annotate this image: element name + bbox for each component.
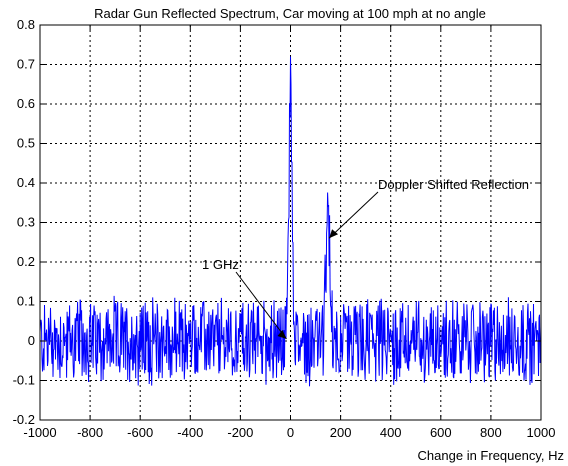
annotation-arrowhead-doppler xyxy=(329,229,339,239)
annotation-doppler: Doppler Shifted Reflection xyxy=(378,177,529,192)
y-tick-label: 0.5 xyxy=(17,136,35,151)
x-tick-label: -400 xyxy=(177,425,203,440)
x-tick-label: 600 xyxy=(430,425,452,440)
y-tick-label: -0.2 xyxy=(13,412,35,427)
x-tick-label: 200 xyxy=(330,425,352,440)
y-tick-label: -0.1 xyxy=(13,373,35,388)
y-tick-labels: -0.2 -0.1 0 0.1 0.2 0.3 0.4 0.5 0.6 0.7 0.8 xyxy=(13,17,35,427)
chart-title: Radar Gun Reflected Spectrum, Car moving… xyxy=(94,6,486,21)
x-tick-label: -200 xyxy=(227,425,253,440)
x-tick-label: 1000 xyxy=(527,425,556,440)
y-tick-label: 0.6 xyxy=(17,96,35,111)
y-tick-label: 0.8 xyxy=(17,17,35,32)
y-tick-label: 0.4 xyxy=(17,175,35,190)
annotation-arrow-doppler xyxy=(328,191,379,239)
x-tick-labels: -1000 -800 -600 -400 -200 0 200 400 600 800 1000 xyxy=(23,425,555,440)
y-tick-label: 0 xyxy=(28,333,35,348)
tick-marks xyxy=(39,24,542,421)
x-tick-label: 400 xyxy=(380,425,402,440)
x-tick-label: 800 xyxy=(480,425,502,440)
annotations: 1 GHz Doppler Shifted Reflection xyxy=(202,177,529,340)
y-tick-label: 0.3 xyxy=(17,215,35,230)
x-tick-label: -800 xyxy=(77,425,103,440)
annotation-arrowhead-1ghz xyxy=(277,330,287,339)
annotation-1ghz: 1 GHz xyxy=(202,257,239,272)
x-tick-label: 0 xyxy=(287,425,294,440)
series-layer xyxy=(39,56,542,387)
series-line xyxy=(39,56,542,387)
y-tick-label: 0.2 xyxy=(17,254,35,269)
y-tick-label: 0.7 xyxy=(17,57,35,72)
x-axis-label: Change in Frequency, Hz xyxy=(418,448,564,463)
annotation-arrow-1ghz xyxy=(235,271,287,340)
x-tick-label: -600 xyxy=(127,425,153,440)
y-tick-label: 0.1 xyxy=(17,294,35,309)
x-tick-label: -1000 xyxy=(23,425,56,440)
